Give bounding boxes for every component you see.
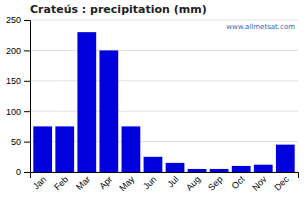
tick-label: Feb xyxy=(52,174,70,192)
tick: Nov xyxy=(250,174,269,193)
tick-label: 150 xyxy=(6,76,21,86)
tick-label: Mar xyxy=(74,174,92,192)
tick: Jan xyxy=(31,174,48,191)
tick: 150 xyxy=(6,76,30,86)
tick: Jul xyxy=(165,174,180,189)
bars xyxy=(33,32,294,172)
tick-label: Aug xyxy=(184,174,202,192)
axis-line xyxy=(24,21,31,173)
tick: 50 xyxy=(11,137,30,147)
bar xyxy=(188,169,207,172)
tick-label: Jul xyxy=(165,174,180,189)
tick-label: Nov xyxy=(250,174,269,193)
tick-label: Apr xyxy=(97,174,114,191)
tick-label: Sep xyxy=(206,174,224,192)
tick: Apr xyxy=(97,174,114,191)
tick: 250 xyxy=(6,15,30,25)
tick-label: May xyxy=(117,174,136,193)
bar xyxy=(55,126,74,172)
tick-label: 100 xyxy=(6,107,21,117)
bar xyxy=(122,126,141,172)
bar xyxy=(254,165,273,172)
bar xyxy=(99,50,118,172)
plot: 0 50 100 150 200 250 JanFebMar AprMay Jun Jul AugS… xyxy=(6,15,299,193)
bar xyxy=(276,145,295,172)
bar xyxy=(232,166,251,172)
tick: Dec xyxy=(272,174,291,193)
bar xyxy=(33,126,52,172)
tick-label: 50 xyxy=(11,137,21,147)
x-axis: JanFebMar AprMay Jun Jul AugSep OctNovDec xyxy=(31,173,299,194)
tick-label: 250 xyxy=(6,15,21,25)
grid xyxy=(30,20,298,172)
tick: Aug xyxy=(184,174,202,192)
grid-line xyxy=(30,50,298,51)
tick-mark xyxy=(24,20,30,21)
grid-line xyxy=(30,80,298,81)
tick: 0 xyxy=(16,167,30,177)
tick-label: Jun xyxy=(141,174,158,191)
tick-label: Dec xyxy=(272,174,291,193)
tick-label: Oct xyxy=(230,174,247,191)
tick: May xyxy=(117,174,136,193)
y-axis: 0 50 100 150 200 250 xyxy=(6,15,31,177)
tick-label: Jan xyxy=(31,174,48,191)
bar xyxy=(210,169,229,172)
tick: Mar xyxy=(74,174,92,192)
bar xyxy=(144,157,163,172)
annotation: www.allmetsat.com xyxy=(226,23,295,31)
tick-label: 200 xyxy=(6,46,21,56)
tick: 200 xyxy=(6,46,30,56)
tick-mark xyxy=(24,111,30,112)
title: Crateús : precipitation (mm) xyxy=(30,3,207,16)
bar xyxy=(77,32,96,172)
tick: Sep xyxy=(206,174,224,192)
tick: Oct xyxy=(230,174,247,191)
tick: 100 xyxy=(6,107,30,117)
tick: Feb xyxy=(52,174,70,192)
grid-line xyxy=(30,111,298,112)
tick-label: 0 xyxy=(16,167,21,177)
chart: 0 50 100 150 200 250 JanFebMar AprMay Jun Jul AugS… xyxy=(0,0,306,200)
tick-mark xyxy=(24,81,30,82)
tick-mark xyxy=(24,142,30,143)
grid-line xyxy=(30,20,298,21)
tick-mark xyxy=(24,172,30,173)
tick-mark xyxy=(24,50,30,51)
tick: Jun xyxy=(141,174,158,191)
bar xyxy=(166,163,185,172)
